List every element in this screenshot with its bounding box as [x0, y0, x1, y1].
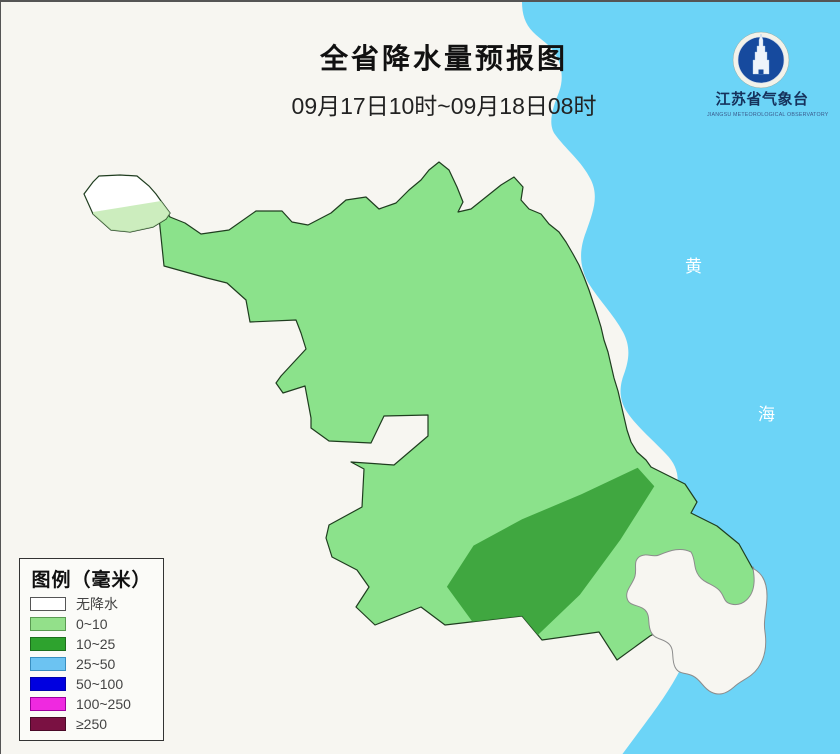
svg-text:黄: 黄: [685, 257, 702, 276]
svg-text:海: 海: [758, 405, 775, 424]
